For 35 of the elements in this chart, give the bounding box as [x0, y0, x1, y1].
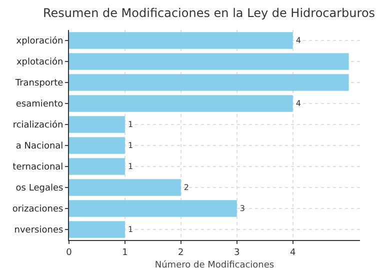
bar	[69, 158, 125, 175]
y-tick-label: orizaciones	[12, 204, 64, 215]
data-label: 4	[296, 36, 301, 45]
data-label: 2	[184, 183, 190, 192]
chart-title: Resumen de Modificaciones en la Ley de Hidrocarburos	[42, 6, 376, 20]
bar	[69, 53, 349, 70]
y-tick-label: a Nacional	[16, 142, 64, 152]
data-label: 1	[128, 120, 134, 129]
data-label: 3	[240, 204, 245, 213]
x-axis-title: Número de Modificaciones	[154, 260, 274, 271]
bar	[69, 179, 181, 196]
y-tick-label: ternacional	[12, 162, 64, 173]
bar	[69, 74, 349, 91]
bar	[69, 116, 125, 133]
y-tick-label: os Legales	[16, 184, 64, 194]
x-tick-label: 4	[290, 248, 296, 258]
data-label: 1	[128, 162, 134, 171]
bar	[69, 32, 293, 49]
bar	[69, 137, 125, 154]
x-tick-label: 1	[122, 248, 128, 258]
y-tick-label: rcialización	[12, 120, 64, 131]
bar	[69, 200, 237, 217]
y-tick-label: Transporte	[14, 78, 64, 89]
data-label: 1	[128, 225, 134, 234]
x-tick-label: 2	[178, 248, 184, 258]
y-tick-label: esamiento	[16, 100, 64, 110]
y-tick-label: nversiones	[14, 226, 64, 236]
y-tick-label: xploración	[16, 36, 64, 47]
bar	[69, 95, 293, 112]
data-label: 1	[128, 141, 134, 150]
x-tick-label: 0	[66, 248, 72, 258]
bar	[69, 221, 125, 238]
data-label: 4	[296, 99, 301, 108]
x-tick-label: 3	[234, 248, 240, 258]
y-tick-label: xplotación	[16, 56, 64, 68]
